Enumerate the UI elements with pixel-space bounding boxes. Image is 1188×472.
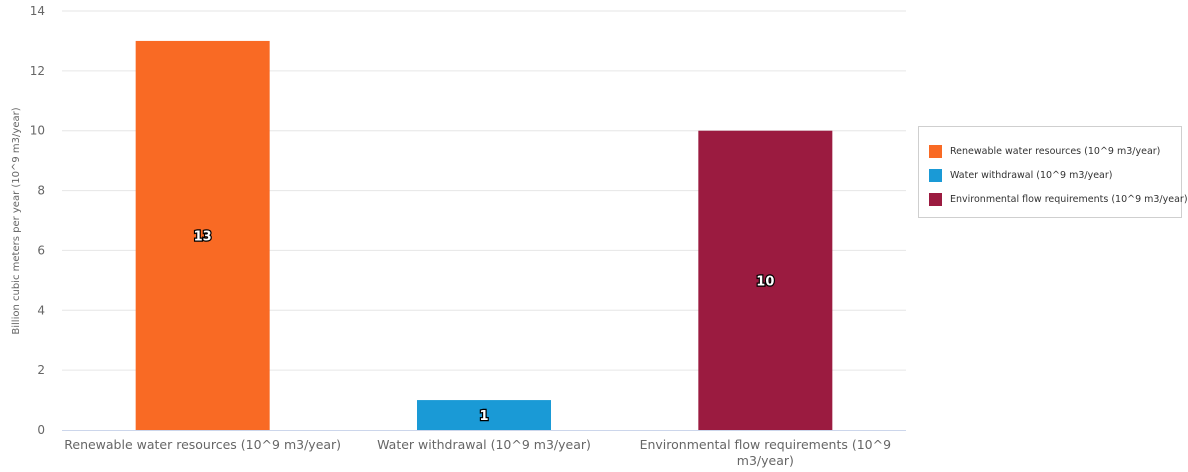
y-tick-label: 0	[37, 423, 45, 437]
y-axis-ticks: 0 2 4 6 8 10 12 14	[30, 4, 45, 437]
legend-label: Renewable water resources (10^9 m3/year)	[950, 145, 1161, 157]
data-label: 10	[756, 274, 774, 289]
legend-swatch	[929, 144, 942, 158]
legend-item-environmental[interactable]: Environmental flow requirements (10^9 m3…	[929, 187, 1188, 211]
legend-label: Water withdrawal (10^9 m3/year)	[950, 169, 1113, 181]
y-tick-label: 10	[30, 124, 45, 138]
y-tick-label: 12	[30, 64, 45, 78]
y-tick-label: 8	[37, 184, 45, 198]
bar[interactable]	[135, 40, 270, 431]
legend-swatch	[929, 168, 942, 182]
x-category-label: Renewable water resources (10^9 m3/year)	[64, 437, 341, 452]
bar[interactable]	[417, 400, 551, 430]
data-label: 13	[194, 229, 212, 244]
y-tick-label: 14	[30, 4, 45, 18]
y-tick-label: 2	[37, 363, 45, 377]
x-category-label: Water withdrawal (10^9 m3/year)	[377, 437, 591, 452]
x-category-label: Environmental flow requirements (10^9 m3/…	[640, 437, 892, 468]
category-labels: Renewable water resources (10^9 m3/year)…	[64, 437, 891, 468]
data-label: 1	[479, 409, 488, 424]
y-tick-label: 6	[37, 243, 45, 257]
y-axis-title: Billion cubic meters per year (10^9 m3/y…	[11, 107, 22, 334]
legend-item-renewable[interactable]: Renewable water resources (10^9 m3/year)	[929, 139, 1181, 163]
legend: Renewable water resources (10^9 m3/year)…	[918, 126, 1188, 218]
legend-label: Environmental flow requirements (10^9 m3…	[950, 193, 1188, 205]
y-tick-label: 4	[37, 303, 45, 317]
bar[interactable]	[698, 130, 833, 430]
x-category-label-line: Environmental flow requirements (10^9	[640, 437, 892, 452]
data-labels: 13 1 10	[192, 228, 775, 425]
legend-swatch	[929, 192, 942, 206]
legend-item-withdrawal[interactable]: Water withdrawal (10^9 m3/year)	[929, 163, 1181, 187]
bars	[135, 40, 833, 431]
x-category-label-line: m3/year)	[737, 453, 794, 468]
